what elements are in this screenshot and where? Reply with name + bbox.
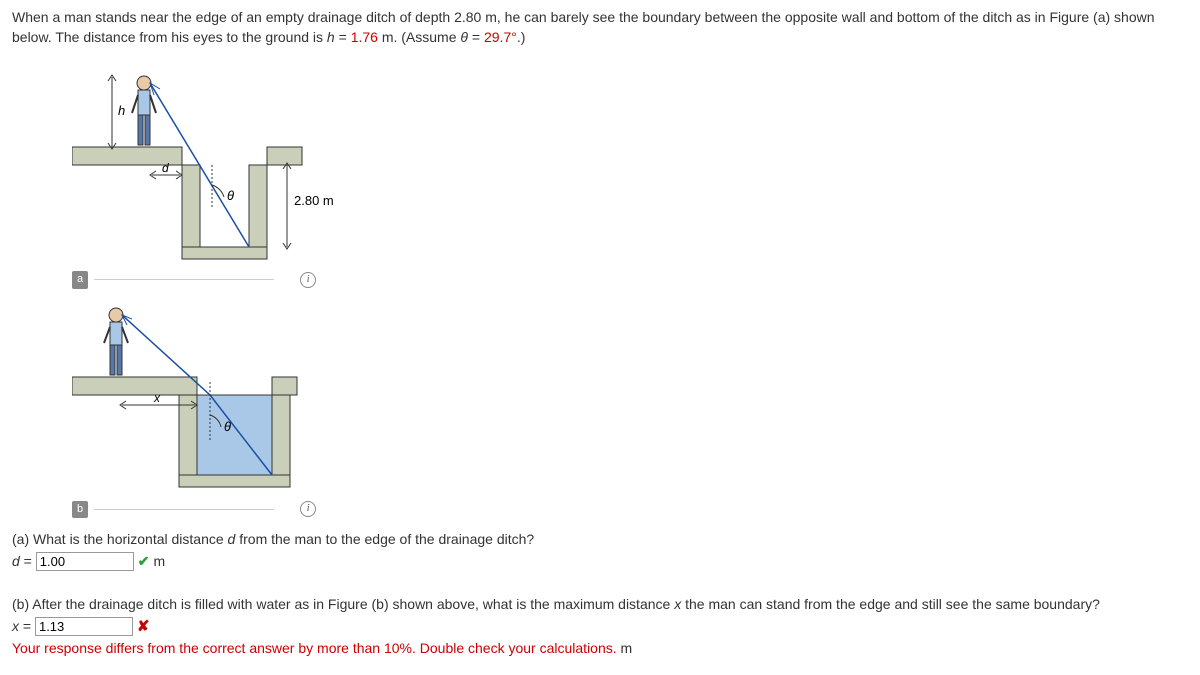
- equals: =: [19, 618, 35, 634]
- unit: m: [154, 553, 166, 569]
- text: =: [335, 29, 351, 45]
- var-h: h: [327, 29, 335, 45]
- x-label: x: [153, 391, 161, 405]
- part-a-input[interactable]: [36, 552, 134, 571]
- figure-a-tag: a: [72, 271, 88, 288]
- label-x: x: [12, 618, 19, 634]
- h-label: h: [118, 103, 125, 118]
- check-icon: ✔: [138, 553, 150, 569]
- h-value: 1.76: [351, 29, 378, 45]
- text: the man can stand from the edge and stil…: [681, 596, 1100, 612]
- part-b: (b) After the drainage ditch is filled w…: [12, 595, 1188, 659]
- text: below. The distance from his eyes to the…: [12, 29, 327, 45]
- info-icon[interactable]: i: [300, 272, 316, 288]
- part-a-question: (a) What is the horizontal distance d fr…: [12, 530, 1188, 550]
- figures-container: h d θ 2.80 m: [72, 57, 1188, 518]
- equals: =: [20, 553, 36, 569]
- part-a-answer-row: d = ✔m: [12, 552, 1188, 572]
- text: =: [468, 29, 484, 45]
- unit: m: [621, 640, 633, 656]
- depth-value: 2.80: [454, 9, 481, 25]
- part-b-answer-row: x = ✘: [12, 616, 1188, 637]
- text: (a) What is the horizontal distance: [12, 531, 228, 547]
- figure-b-tag: b: [72, 501, 88, 518]
- text: m. (Assume: [378, 29, 460, 45]
- figure-a-label-row: a i: [72, 271, 1188, 288]
- theta-label-b: θ: [224, 419, 231, 434]
- figure-b: x θ b i: [72, 297, 1188, 518]
- cross-icon: ✘: [137, 618, 150, 635]
- figure-b-svg: x θ: [72, 297, 342, 497]
- problem-statement: When a man stands near the edge of an em…: [12, 8, 1188, 47]
- d-label: d: [162, 161, 169, 175]
- theta-value: 29.7°: [484, 29, 517, 45]
- figure-a: h d θ 2.80 m: [72, 57, 1188, 288]
- part-b-input[interactable]: [35, 617, 133, 636]
- text: m, he can barely see the boundary betwee…: [481, 9, 1154, 25]
- text: When a man stands near the edge of an em…: [12, 9, 454, 25]
- part-b-question: (b) After the drainage ditch is filled w…: [12, 595, 1188, 615]
- label-d: d: [12, 553, 20, 569]
- text: .): [517, 29, 526, 45]
- info-icon[interactable]: i: [300, 501, 316, 517]
- part-b-feedback-row: Your response differs from the correct a…: [12, 639, 1188, 659]
- figure-b-label-row: b i: [72, 501, 1188, 518]
- feedback-text: Your response differs from the correct a…: [12, 640, 617, 656]
- theta-label-a: θ: [227, 188, 234, 203]
- var-theta: θ: [460, 29, 468, 45]
- text: (b) After the drainage ditch is filled w…: [12, 596, 674, 612]
- figure-a-svg: h d θ 2.80 m: [72, 57, 342, 267]
- divider: [94, 279, 274, 280]
- depth-label: 2.80 m: [294, 193, 334, 208]
- text: from the man to the edge of the drainage…: [235, 531, 534, 547]
- part-a: (a) What is the horizontal distance d fr…: [12, 530, 1188, 571]
- divider: [94, 509, 274, 510]
